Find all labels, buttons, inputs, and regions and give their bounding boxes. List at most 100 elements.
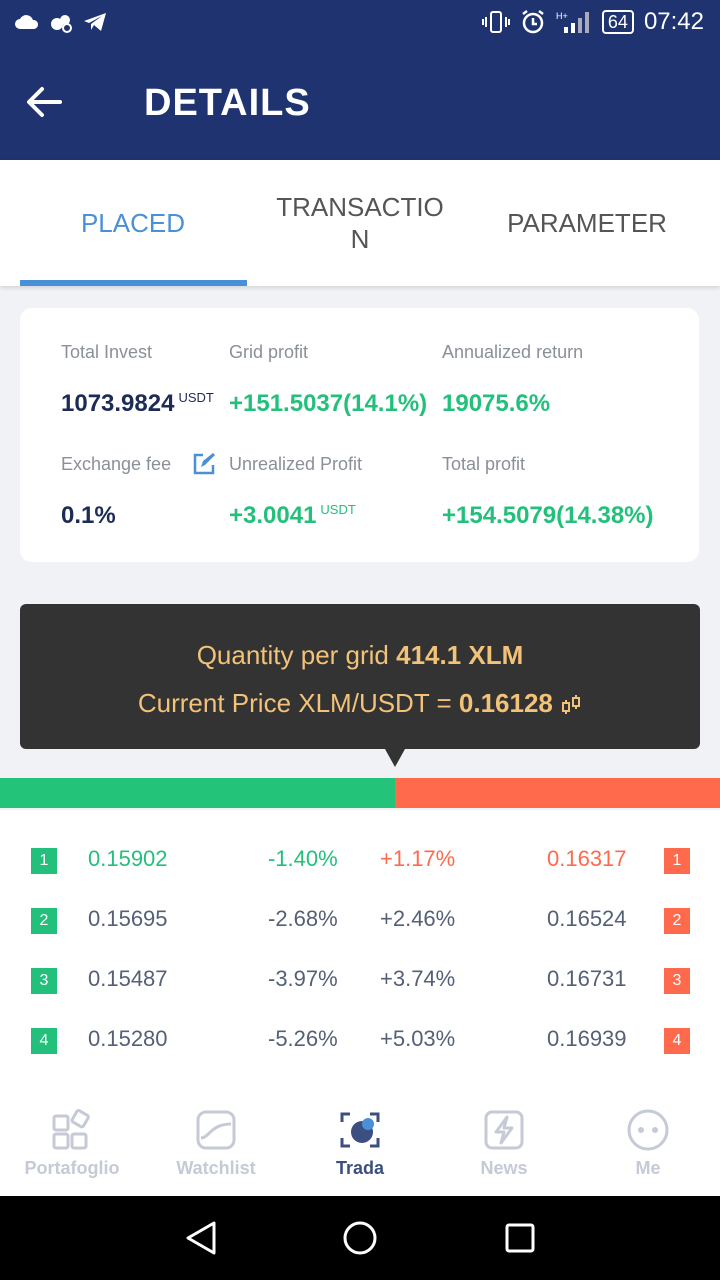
quantity-per-grid: Quantity per grid 414.1 XLM: [20, 640, 700, 671]
cloud-icon: [15, 15, 39, 29]
alarm-icon: [522, 10, 544, 34]
buy-price: 0.15902: [88, 846, 168, 871]
sell-price: 0.16731: [547, 966, 627, 991]
exchange-fee-value: 0.1%: [61, 502, 116, 529]
trade-icon: [340, 1112, 380, 1148]
current-price-value: 0.16128: [458, 688, 553, 718]
tab-parameter[interactable]: PARAMETER: [474, 160, 700, 286]
total-profit-value: +154.5079(14.38%): [442, 502, 654, 529]
system-home-icon[interactable]: [342, 1220, 378, 1256]
sell-level-badge: 2: [664, 908, 690, 934]
nav-watchlist[interactable]: Watchlist: [144, 1092, 288, 1196]
sell-percent: +1.17%: [380, 846, 456, 871]
exchange-fee-label: Exchange fee: [61, 454, 172, 474]
sell-percent: +3.74%: [380, 966, 456, 991]
buy-percent: -1.40%: [268, 846, 338, 871]
me-icon: [627, 1109, 669, 1151]
page-title: DETAILS: [144, 82, 311, 124]
buy-level-badge: 1: [31, 848, 57, 874]
annualized-return-label: Annualized return: [442, 342, 584, 362]
unrealized-profit-amount: +3.0041: [229, 502, 317, 529]
tab-placed[interactable]: PLACED: [20, 160, 246, 286]
status-system: H+ 64 07:42: [481, 8, 704, 36]
edit-icon[interactable]: [191, 451, 217, 477]
candlestick-icon[interactable]: [560, 695, 582, 715]
svg-text:H+: H+: [556, 11, 568, 21]
status-bar: H+ 64 07:42: [0, 0, 720, 48]
tab-parameter-label: PARAMETER: [507, 208, 667, 238]
bottom-navigation: Portafoglio Watchlist Trada News Me: [0, 1092, 720, 1196]
buy-level-badge: 4: [31, 1028, 57, 1054]
watchlist-icon: [196, 1110, 236, 1150]
quantity-value: 414.1 XLM: [396, 640, 524, 670]
battery-indicator: 64: [601, 10, 634, 34]
buy-level-badge: 2: [31, 908, 57, 934]
order-row: 1 0.15902 -1.40% +1.17% 0.16317 1: [0, 846, 720, 908]
clock: 07:42: [643, 8, 704, 35]
sell-percent: +2.46%: [380, 906, 456, 931]
buy-price: 0.15695: [88, 906, 168, 931]
nav-news[interactable]: News: [432, 1092, 576, 1196]
sell-side-bar: [395, 778, 720, 808]
unrealized-profit-label: Unrealized Profit: [229, 454, 363, 474]
nav-me-label: Me: [635, 1158, 661, 1178]
tab-transaction[interactable]: TRANSACTIO N: [247, 160, 473, 286]
grid-orders-list: 1 0.15902 -1.40% +1.17% 0.16317 1 2 0.15…: [0, 810, 720, 1092]
status-notifications: [14, 10, 108, 34]
total-invest-label: Total Invest: [61, 342, 153, 362]
current-price-tooltip: Quantity per grid 414.1 XLM Current Pric…: [20, 604, 700, 749]
tab-transaction-label: TRANSACTIO N: [276, 192, 444, 254]
current-price: Current Price XLM/USDT = 0.16128: [20, 688, 700, 719]
buy-level-badge: 3: [31, 968, 57, 994]
grid-profit-value: +151.5037(14.1%): [229, 390, 428, 417]
quantity-label: Quantity per grid: [196, 640, 389, 670]
app-header-background: [0, 0, 720, 160]
telegram-icon: [84, 13, 106, 31]
current-price-label: Current Price XLM/USDT =: [137, 688, 452, 718]
tab-bar: PLACED TRANSACTIO N PARAMETER: [0, 160, 720, 286]
grid-profit-label: Grid profit: [229, 342, 309, 362]
buy-percent: -2.68%: [268, 906, 338, 931]
annualized-return-value: 19075.6%: [442, 390, 551, 417]
sell-level-badge: 1: [664, 848, 690, 874]
system-back-icon[interactable]: [184, 1220, 218, 1256]
vibrate-icon: [481, 11, 510, 33]
portfolio-icon: [52, 1109, 90, 1150]
total-profit-label: Total profit: [442, 454, 526, 474]
sell-price: 0.16317: [547, 846, 627, 871]
total-invest-value: 1073.9824 USDT: [61, 390, 214, 418]
nav-portafoglio-label: Portafoglio: [24, 1158, 120, 1178]
sell-price: 0.16939: [547, 1026, 627, 1051]
active-tab-indicator: [20, 280, 247, 286]
nav-trada-label: Trada: [335, 1158, 385, 1178]
unrealized-profit-unit: USDT: [320, 502, 356, 517]
app-notification-icon: [51, 15, 72, 33]
tab-placed-label: PLACED: [80, 208, 186, 238]
buy-side-bar: [0, 778, 395, 808]
news-icon: [484, 1110, 524, 1150]
sell-price: 0.16524: [547, 906, 627, 931]
nav-watchlist-label: Watchlist: [176, 1158, 256, 1178]
stats-card: Total Invest 1073.9824 USDT Grid profit +…: [20, 308, 699, 562]
buy-price: 0.15280: [88, 1026, 168, 1051]
buy-percent: -5.26%: [268, 1026, 338, 1051]
nav-portafoglio[interactable]: Portafoglio: [0, 1092, 144, 1196]
system-navigation-bar: [0, 1196, 720, 1280]
unrealized-profit-value: +3.0041 USDT: [229, 502, 356, 530]
order-row: 2 0.15695 -2.68% +2.46% 0.16524 2: [0, 906, 720, 968]
sell-level-badge: 3: [664, 968, 690, 994]
nav-trada[interactable]: Trada: [288, 1092, 432, 1196]
order-row: 4 0.15280 -5.26% +5.03% 0.16939 4: [0, 1026, 720, 1088]
total-invest-amount: 1073.9824: [61, 390, 175, 417]
buy-price: 0.15487: [88, 966, 168, 991]
signal-icon: H+: [556, 11, 589, 33]
total-invest-unit: USDT: [178, 390, 214, 405]
tooltip-pointer: [385, 749, 405, 767]
back-arrow-icon[interactable]: [24, 82, 64, 122]
sell-percent: +5.03%: [380, 1026, 456, 1051]
system-recents-icon[interactable]: [504, 1222, 536, 1254]
sell-level-badge: 4: [664, 1028, 690, 1054]
nav-news-label: News: [480, 1158, 528, 1178]
buy-percent: -3.97%: [268, 966, 338, 991]
nav-me[interactable]: Me: [576, 1092, 720, 1196]
